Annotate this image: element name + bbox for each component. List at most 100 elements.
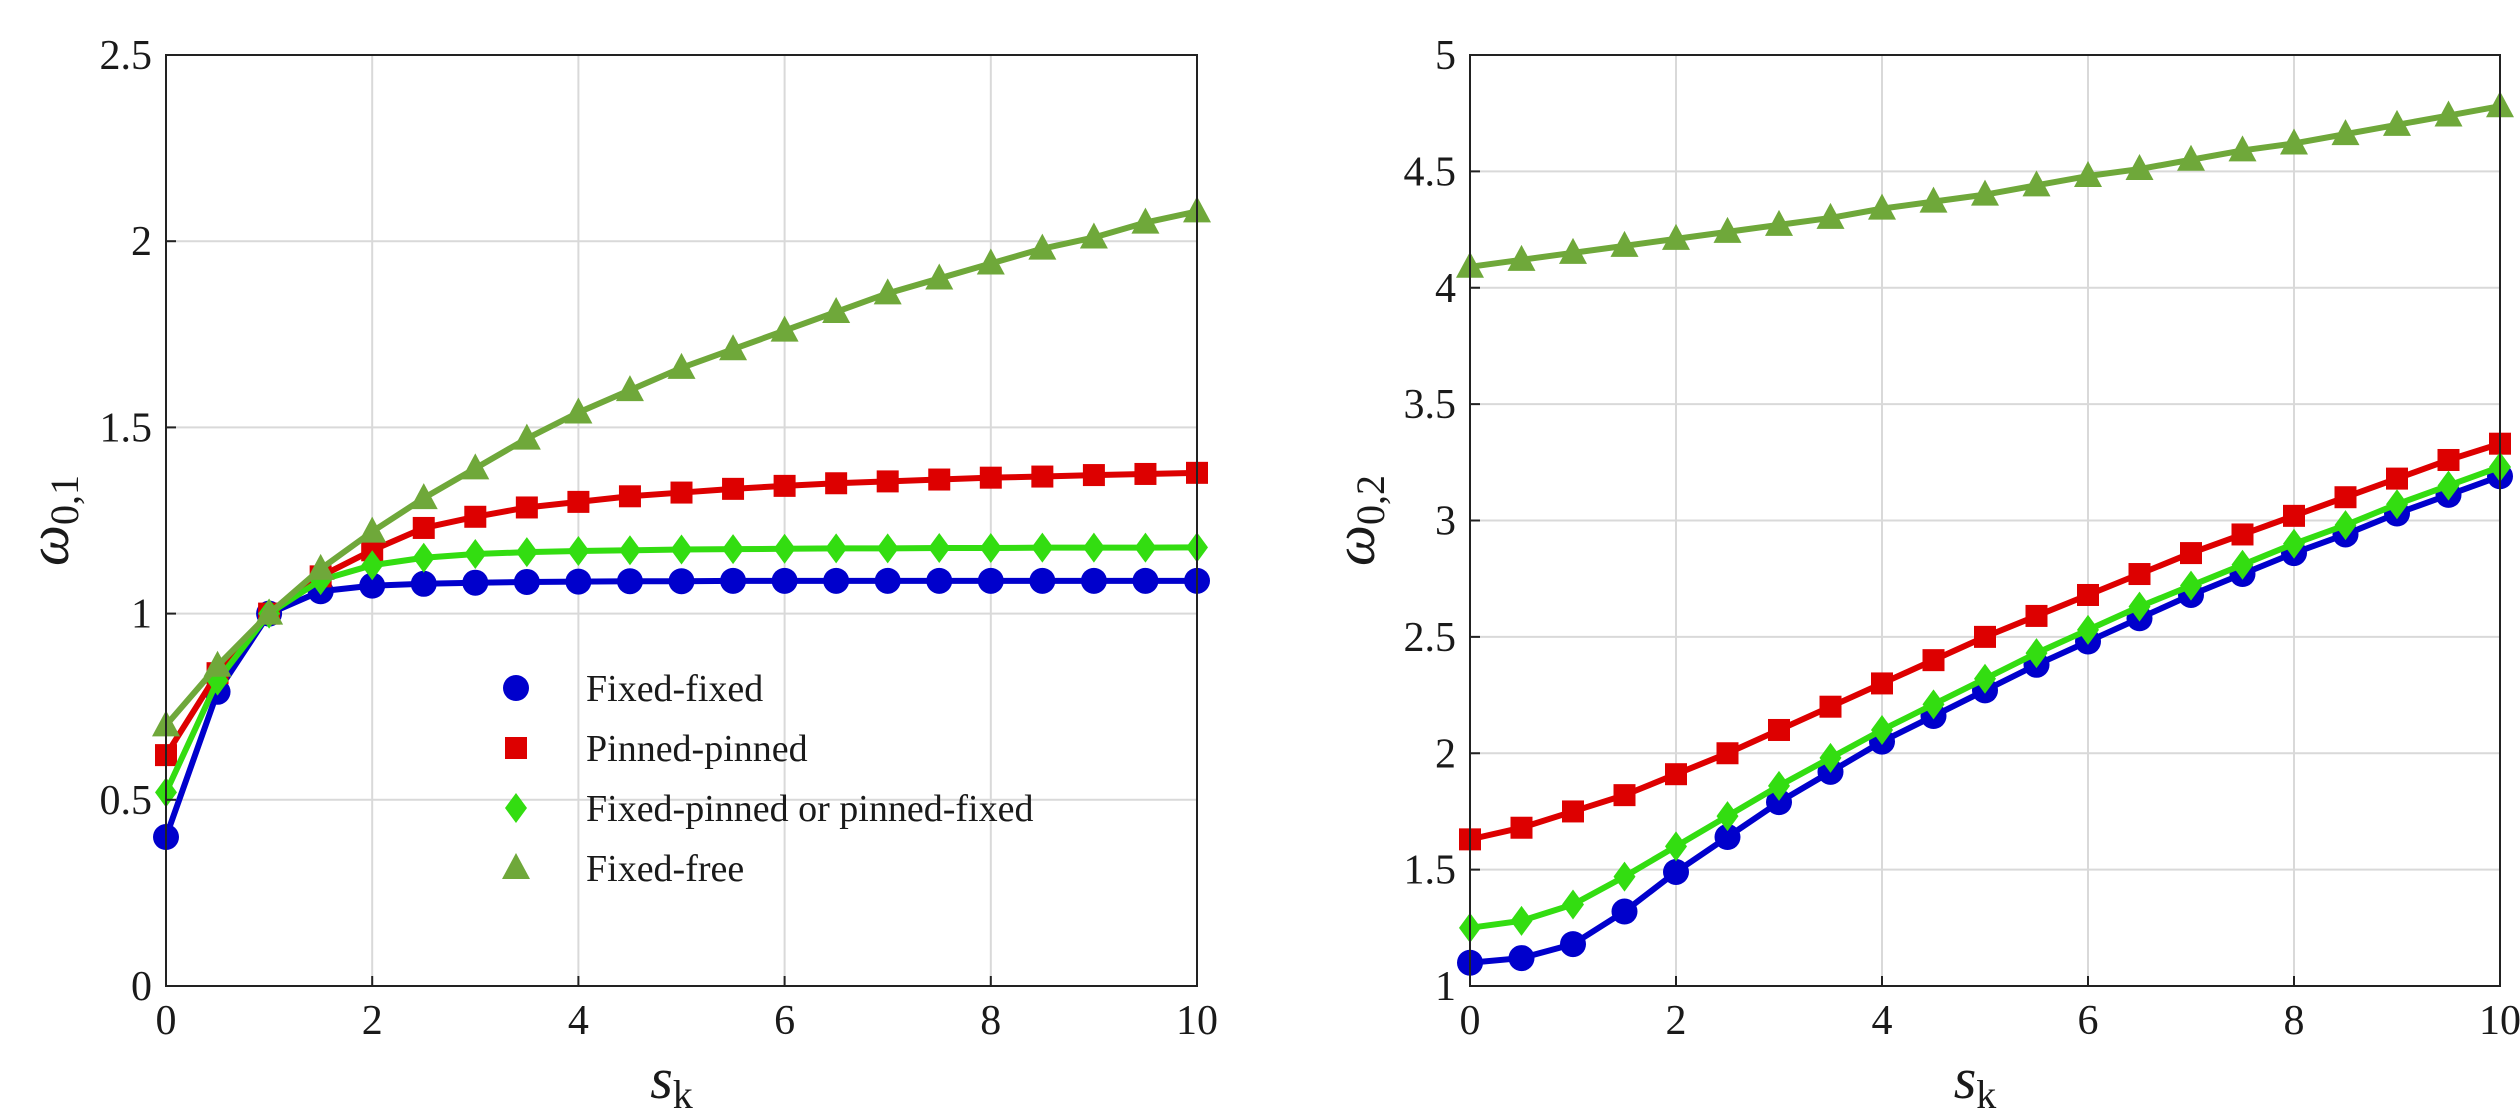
data-point [1082,532,1105,563]
data-point [2074,161,2102,188]
data-point [1132,567,1159,594]
data-point [513,568,540,595]
data-point [1765,209,1793,236]
y-tick-label: 2 [1435,731,1456,777]
x-tick-label: 6 [2078,998,2099,1044]
data-point [615,375,644,402]
data-point [1613,861,1636,892]
data-point [2180,542,2202,565]
data-point [203,650,232,677]
x-axis-label: sk [1954,1046,1997,1110]
data-point [976,248,1005,275]
data-point [515,496,538,519]
data-point [1922,649,1945,672]
series-pinned-pinned [155,461,1208,767]
x-tick-label: 8 [980,998,1001,1044]
data-point [462,569,489,596]
data-point [771,567,798,594]
data-point [618,535,641,566]
x-tick-label: 4 [568,998,589,1044]
x-tick-label: 8 [2284,998,2305,1044]
y-tick-label: 0 [131,964,152,1010]
data-point [2077,583,2099,606]
data-point [1716,801,1739,832]
data-point [1507,244,1536,271]
data-point [567,536,590,567]
data-point [2025,638,2048,669]
data-point [410,570,437,597]
data-point [616,568,643,595]
data-point [1663,858,1689,885]
data-point [876,533,899,564]
y-axis-label: ω0,2 [1322,475,1393,566]
data-point [2177,144,2205,171]
legend-marker [502,853,530,879]
data-point [1971,179,1999,206]
data-point [770,315,799,342]
data-point [1611,898,1638,925]
legend-label: Pinned-pinned [586,728,808,770]
data-point [2228,135,2257,162]
data-point [2025,604,2048,627]
chart-panel-2: 0 2 4 6 8 10 1 1.5 2 2.5 3 3.5 4 4.5 5 sk ω0,2 [1322,33,2520,1115]
data-point [1768,718,1790,741]
data-point [822,296,851,323]
data-point [979,466,1002,489]
series-fixed-fixed [153,567,1210,851]
y-tick-label: 1.5 [100,405,153,451]
data-point [359,572,386,599]
y-axis-label-main: ω [1322,525,1387,566]
data-point [1871,714,1893,745]
axes-frame [165,54,1198,987]
data-point [1714,824,1741,851]
data-point [722,534,745,565]
y-tick-label: 4 [1435,266,1456,312]
y-tick-label: 4.5 [1404,149,1457,195]
y-tick-label: 1.5 [1404,848,1457,894]
data-point [722,477,745,500]
y-tick-label: 1 [131,592,152,638]
legend-label: Fixed-pinned or pinned-fixed [586,788,1033,830]
y-tick-label: 2 [131,219,152,265]
data-point [1610,230,1639,257]
data-point [2434,100,2463,127]
data-point [825,472,848,495]
data-point [2383,109,2411,136]
data-point [823,567,850,594]
data-point [670,481,693,504]
data-point [2334,486,2357,509]
data-point [464,539,487,570]
data-point [618,485,641,508]
data-point [979,533,1002,564]
data-point [2386,467,2408,490]
data-point [512,423,541,450]
data-point [2128,591,2151,622]
data-point [461,453,490,480]
data-point [1080,567,1107,594]
legend-marker [503,675,529,701]
x-axis-label-sub: k [1976,1072,1996,1110]
data-point [1079,222,1108,249]
data-point [409,483,438,510]
chart-panel-1: 0 2 4 6 8 10 0 0.5 1 1.5 2 2.5 sk ω0,1 Fixed-fixed Pinn… [16,33,1218,1115]
x-axis-label-main: s [1954,1046,1977,1110]
series-pinned-pinned [1459,432,2511,851]
data-point [1134,532,1157,563]
data-point [977,567,1004,594]
data-point [2437,448,2460,471]
legend-label: Fixed-free [586,848,744,890]
data-point [928,468,951,491]
y-tick-label: 3 [1435,499,1456,545]
data-point [2128,563,2151,586]
y-tick-label: 2.5 [1404,615,1457,661]
x-tick-label: 10 [2479,998,2520,1044]
data-point [1819,742,1842,773]
data-point [667,352,696,379]
data-point [2231,549,2254,580]
data-point [564,397,593,424]
data-point [1662,223,1690,250]
x-tick-label: 6 [774,998,795,1044]
y-axis-label-sub: 0,2 [1348,475,1393,525]
